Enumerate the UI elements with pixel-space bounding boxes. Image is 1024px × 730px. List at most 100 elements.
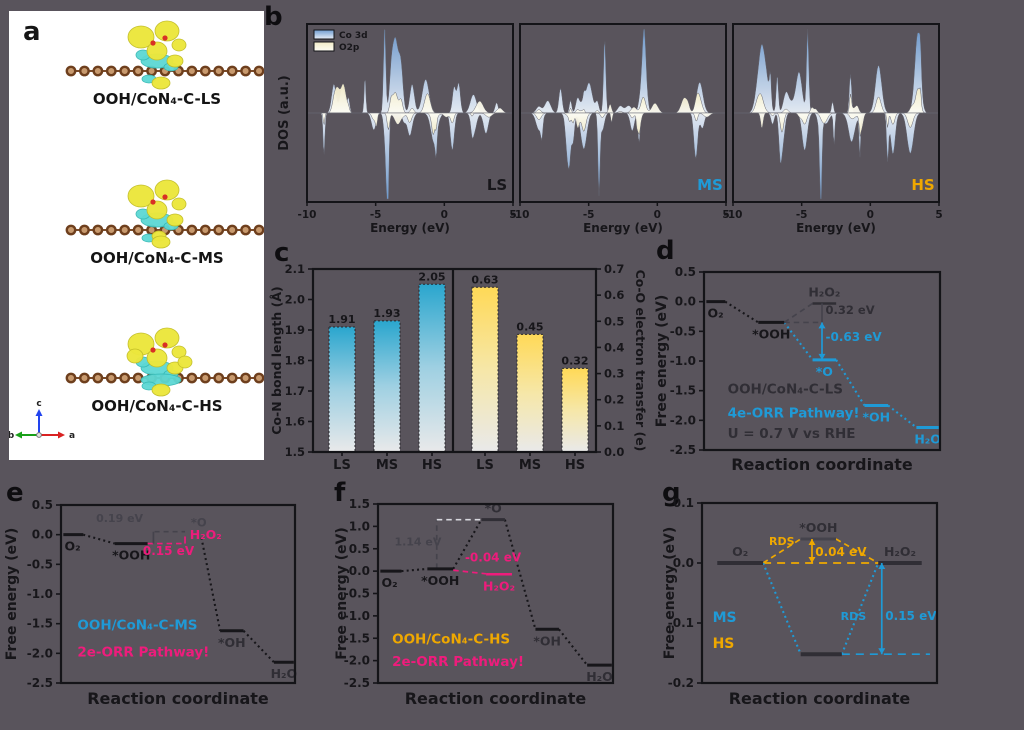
carbon-atom xyxy=(253,372,264,384)
y-tick-label: -0.5 xyxy=(670,324,696,338)
bar-value-label: 0.32 xyxy=(561,354,588,367)
y-tick-label: 0.0 xyxy=(32,528,53,542)
annotation-text: U = 0.7 V vs RHE xyxy=(728,426,856,442)
carbon-atom xyxy=(132,65,144,77)
isosurface-positive xyxy=(166,54,184,68)
bar-co-n-ms xyxy=(373,320,401,453)
annotation-text: MS xyxy=(713,610,737,626)
annotation-text: 0.15 eV xyxy=(885,609,937,623)
category-label: HS xyxy=(422,458,442,473)
pathway-connector xyxy=(762,562,802,655)
dos-curve xyxy=(520,112,726,136)
category-label: LS xyxy=(333,458,351,473)
carbon-atom xyxy=(105,65,117,77)
carbon-atom xyxy=(253,224,264,236)
isosurface-positive xyxy=(126,348,144,364)
x-tick-label: -10 xyxy=(298,209,317,221)
axis-letter-c: c xyxy=(36,399,41,409)
axis-letter-a: a xyxy=(69,431,75,441)
annotation-text: -0.04 eV xyxy=(465,550,522,564)
y-tick-label: -1.0 xyxy=(27,587,53,601)
x-tick-label: 0 xyxy=(441,209,448,221)
carbon-atom xyxy=(132,224,144,236)
right-y-tick: 0.2 xyxy=(604,393,624,407)
y-tick-label: -2.0 xyxy=(670,413,696,427)
pathway-connector xyxy=(401,567,428,573)
y-axis-label: Free energy (eV) xyxy=(4,528,20,660)
isosurface-positive xyxy=(154,20,180,42)
oxygen-atom xyxy=(162,342,168,348)
bar-value-label: 0.45 xyxy=(516,320,543,333)
bar-chart-frame xyxy=(311,267,598,454)
isosurface-positive xyxy=(154,327,180,349)
bar-value-label: 0.63 xyxy=(471,273,498,286)
carbon-atom xyxy=(119,65,131,77)
carbon-atom xyxy=(186,224,198,236)
molecule-structure-hs xyxy=(65,327,264,397)
y-tick-label: -1.0 xyxy=(344,609,370,623)
dos-legend: Co 3d O2p xyxy=(313,29,368,53)
structure-caption-hs: OOH/CoN₄-C-HS xyxy=(91,397,223,415)
molecular-structures-graphic: c a b xyxy=(9,20,264,441)
left-y-tick: 2.1 xyxy=(285,262,305,276)
y-tick-label: -1.5 xyxy=(344,631,370,645)
level-label: H₂O₂ xyxy=(808,284,840,299)
dos-frame xyxy=(306,23,514,203)
level-label: O₂ xyxy=(382,575,398,590)
panel-g-energy-diagram: O₂ *OOH H₂O₂ RDS 0.04 eV RDS 0.15 eV MS HS 0.1 0.0… xyxy=(662,496,939,708)
isosurface-positive xyxy=(171,38,187,52)
x-axis-label: Energy (eV) xyxy=(583,221,663,235)
category-label: MS xyxy=(519,458,541,473)
isosurface-positive xyxy=(177,355,193,369)
subplot-label-ms: MS xyxy=(697,176,723,194)
carbon-atom xyxy=(105,224,117,236)
x-tick-label: 0 xyxy=(654,209,661,221)
left-y-tick: 1.9 xyxy=(285,323,305,337)
carbon-atom xyxy=(105,372,117,384)
dos-curve xyxy=(733,28,939,114)
y-tick-label: -0.5 xyxy=(27,557,53,571)
y-tick-label: -2.5 xyxy=(670,443,696,457)
right-y-tick: 0.1 xyxy=(604,419,624,433)
pathway-connector xyxy=(82,533,116,545)
annotation-text: *O xyxy=(191,515,207,529)
pathway-connector xyxy=(783,302,814,324)
dos-curve xyxy=(733,112,939,200)
y-tick-label: -0.2 xyxy=(668,676,694,690)
bar-co-o-ms xyxy=(516,333,544,453)
x-axis-label: Reaction coordinate xyxy=(87,689,269,708)
annotation-text: 1.14 eV xyxy=(394,536,441,549)
y-tick-label: 0.5 xyxy=(32,498,53,512)
dos-frame xyxy=(519,23,727,203)
isosurface-positive xyxy=(146,348,168,368)
y-tick-label: -2.0 xyxy=(27,646,53,660)
carbon-atom xyxy=(226,65,238,77)
carbon-atom xyxy=(79,65,90,77)
isosurface-positive xyxy=(127,25,155,49)
panel-b-dos-chart: -10 -5 0 5 Energy (eV) LS -10 -5 0 5 Energy (eV) MS… xyxy=(277,23,943,235)
pathway-connector xyxy=(887,404,918,429)
panel-g-label: g xyxy=(662,478,681,508)
carbon-atom xyxy=(240,65,251,77)
carbon-atom xyxy=(119,372,131,384)
bar-co-o-ls xyxy=(471,286,499,453)
dos-curve xyxy=(307,83,513,114)
y-tick-label: -2.5 xyxy=(344,676,370,690)
y-axis-label: DOS (a.u.) xyxy=(277,75,292,151)
isosurface-positive xyxy=(127,184,155,208)
bar-co-n-ls xyxy=(328,326,356,453)
annotation-text: 2e-ORR Pathway! xyxy=(77,644,209,660)
y-tick-label: 0.0 xyxy=(673,556,694,570)
annotation-text: H₂O₂ xyxy=(190,527,222,542)
x-axis-label: Energy (eV) xyxy=(796,221,876,235)
bar-co-o-hs xyxy=(561,367,589,453)
oxygen-atom xyxy=(150,199,156,205)
pathway-connector xyxy=(835,359,866,407)
bar-value-label: 1.93 xyxy=(373,307,400,320)
oxygen-atom xyxy=(162,194,168,200)
annotation-text: 4e-ORR Pathway! xyxy=(728,405,860,421)
carbon-atom xyxy=(65,372,77,384)
x-tick-label: 5 xyxy=(722,209,729,221)
annotation-text: OOH/CoN₄-C-HS xyxy=(392,632,510,648)
category-label: MS xyxy=(376,458,398,473)
